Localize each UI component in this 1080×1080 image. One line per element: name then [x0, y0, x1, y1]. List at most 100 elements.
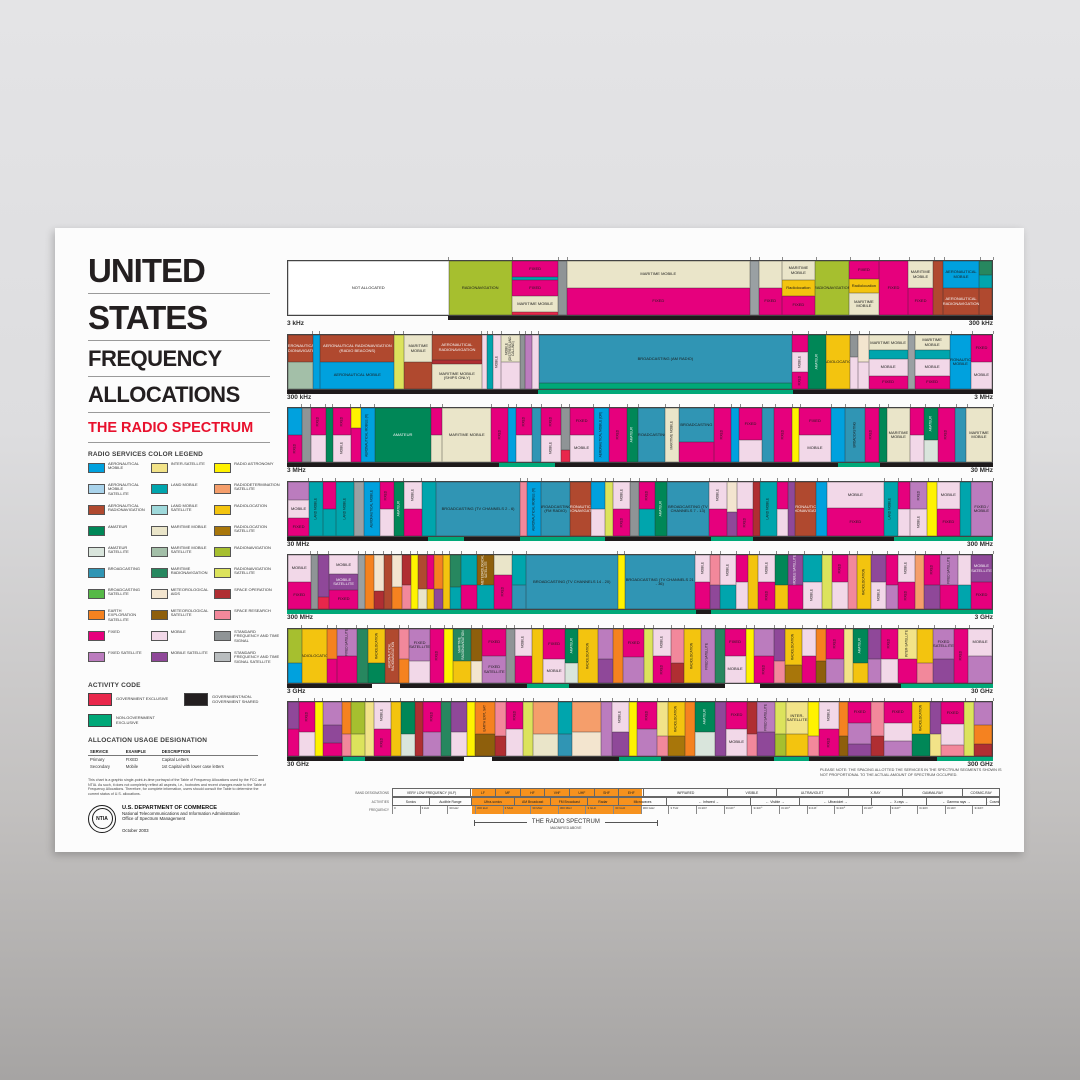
allocation-block — [923, 439, 938, 462]
allocation-block — [519, 335, 526, 389]
allocation-block — [838, 702, 849, 736]
allocation-block — [801, 629, 817, 656]
tick-mark — [353, 478, 354, 481]
tick-mark — [531, 331, 532, 334]
tick-mark — [930, 698, 932, 701]
allocation-label: MARITIME MOBILE — [888, 429, 909, 439]
tick-mark — [803, 551, 805, 554]
frequency-tick-label: 3 kHz — [419, 806, 448, 814]
allocation-block — [870, 555, 887, 582]
tick-mark — [460, 551, 462, 554]
allocation-block — [807, 702, 819, 736]
allocation-block — [932, 659, 955, 683]
allocation-label: FIXED — [809, 418, 821, 424]
legend-label: MOBILE — [170, 629, 186, 634]
allocation-block — [288, 482, 310, 500]
allocation-block — [452, 660, 472, 683]
tick-mark — [776, 478, 778, 481]
activity-bar-segment — [527, 684, 570, 688]
allocation-label: MARITIME MOBILE — [910, 269, 931, 279]
band-strip: NOT ALLOCATED RADIONAVIGATION FIXED FIXED MA… — [287, 260, 993, 316]
tick-mark — [968, 625, 970, 628]
allocation-column — [350, 408, 361, 462]
allocation-column: MARITIME MOBILE — [404, 335, 433, 389]
legend-swatch — [150, 589, 168, 599]
allocation-block: FIXED — [609, 408, 628, 462]
tick-mark — [309, 404, 311, 407]
legend-item: MARITIME RADIONAVIGATION — [150, 566, 208, 588]
activity-col: GOVERNMENT EXCLUSIVE NON-GOVERNMENT EXCLU… — [88, 693, 174, 727]
allocation-block: AMATEUR — [565, 629, 579, 663]
allocation-column: FIXED SATELLITE — [337, 629, 357, 683]
allocation-block: FIXED — [569, 408, 594, 435]
allocation-block: FIXED — [516, 408, 532, 435]
allocation-block: METEOROLOGICAL SATELLITE — [476, 555, 494, 585]
activity-bar-segment — [774, 757, 810, 761]
scale-cell: VISIBLE — [728, 788, 777, 797]
tick-mark — [792, 331, 793, 334]
allocation-block: RADIOLOCATION — [911, 702, 931, 734]
legend-item: FIXED SATELLITE — [88, 650, 145, 672]
allocation-block — [747, 702, 757, 734]
frequency-tick-label: 3×10¹⁴ — [723, 806, 752, 814]
allocation-column — [927, 482, 938, 536]
tick-mark — [617, 551, 618, 554]
allocation-block — [410, 555, 418, 609]
allocation-block — [383, 555, 393, 609]
tick-mark — [577, 625, 579, 628]
allocation-block — [714, 702, 726, 756]
allocation-column — [955, 408, 966, 462]
allocation-column: FIXED — [878, 261, 909, 315]
allocation-block — [558, 261, 567, 315]
allocation-block: MOBILE — [708, 482, 728, 509]
allocation-column — [561, 408, 570, 462]
allocation-block: MOBILE — [514, 629, 532, 656]
allocation-block — [973, 744, 993, 756]
allocation-label: RADIONAVIGATION — [815, 284, 850, 290]
tick-mark — [494, 698, 496, 701]
allocation-label: METEOROLOGICAL SATELLITE — [480, 555, 489, 585]
legend-swatch — [150, 610, 168, 620]
allocation-block — [848, 555, 857, 609]
allocation-block — [816, 629, 826, 661]
tick-mark — [429, 625, 431, 628]
allocation-column: AERONAUTICAL MOBILE (R) — [360, 408, 375, 462]
allocation-block — [656, 735, 669, 756]
allocation-column — [776, 482, 788, 536]
title-divider — [88, 340, 270, 341]
allocation-block: MARITIME RADIONAVIGATION — [452, 629, 472, 661]
band-end-freq: 30 GHz — [970, 688, 993, 695]
frequency-tick-label: 3×10¹⁸ — [834, 806, 862, 814]
tick-mark — [558, 257, 559, 260]
allocation-block — [427, 588, 435, 609]
allocation-block — [911, 733, 931, 756]
allocation-block — [978, 261, 993, 275]
allocation-block — [392, 555, 403, 587]
allocation-block: FIXED — [482, 629, 507, 656]
tick-mark — [786, 698, 788, 701]
allocation-block — [341, 702, 352, 734]
legend-label: RADIOLOCATION SATELLITE — [234, 524, 267, 534]
allocation-block: MOBILE SATELLITE — [787, 555, 804, 585]
allocation-block: LAND MOBILE — [309, 482, 324, 536]
allocation-label: BROADCASTING (TV CHANNELS 21 - 36) — [625, 576, 694, 586]
frequency-tick-label: 0 — [392, 806, 420, 814]
allocation-block — [481, 335, 488, 389]
legend-label: METEOROLOGICAL AIDS — [170, 587, 209, 597]
tick-mark — [792, 404, 793, 407]
allocation-block: MOBILE — [818, 702, 839, 729]
allocation-label: MOBILE (DISTRESS AND CALLING) — [504, 336, 516, 361]
allocation-block — [816, 660, 826, 683]
allocation-block — [327, 629, 338, 659]
allocation-column — [326, 408, 334, 462]
allocation-column: FIXED MOBILE — [910, 482, 928, 536]
allocation-label: AERONAUTICAL MOBILE — [369, 490, 374, 528]
tick-mark — [747, 698, 748, 701]
allocation-label: BROADCASTING — [680, 421, 713, 427]
allocation-label: AMATEUR — [658, 501, 663, 517]
allocation-block: FIXED — [506, 702, 524, 729]
allocation-label: FIXED — [742, 517, 747, 528]
tick-mark — [938, 404, 940, 407]
legend-label: MARITIME MOBILE SATELLITE — [170, 545, 207, 555]
allocation-column: MOBILE — [708, 482, 728, 536]
